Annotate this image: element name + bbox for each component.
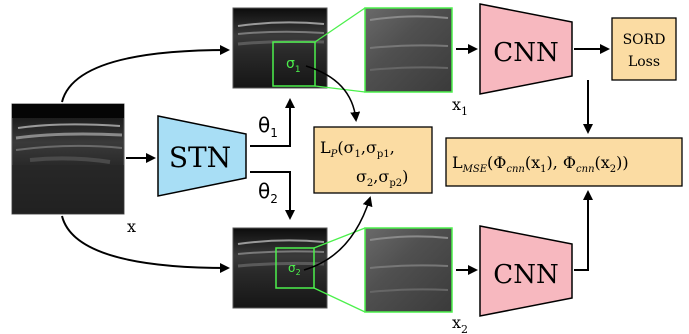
sord-line2: Loss: [628, 54, 660, 70]
arrow-sigma1-to-lp: [305, 65, 361, 122]
cnn-bottom-label: CNN: [493, 260, 558, 290]
view-x1-label: x1: [452, 95, 468, 118]
lp-line2: σ2,σp2): [356, 167, 408, 189]
top-crop-box: [272, 41, 316, 87]
input-ultrasound-image: [11, 103, 125, 215]
bottom-zoom-line-upper: [313, 227, 366, 249]
theta1-label: θ1: [258, 113, 278, 140]
bottom-zoom-line-lower: [313, 287, 366, 313]
arrow-theta2: [250, 171, 295, 220]
lmse-loss-box: LMSE(Φcnn(x1), Φcnn(x2)): [445, 137, 683, 187]
sigma1-label: σ1: [286, 56, 301, 75]
cnn-top-label: CNN: [493, 38, 558, 68]
arrow-theta1: [250, 98, 295, 147]
bottom-source-image: [232, 227, 328, 309]
top-source-image: [232, 7, 328, 89]
top-zoom-line-upper: [314, 7, 366, 43]
view-x2-label: x2: [452, 313, 468, 334]
arrow-input-to-top-crop: [61, 45, 230, 103]
bottom-crop-box: [275, 247, 315, 289]
arrow-input-to-bottom-crop: [61, 215, 230, 273]
arrow-sigma2-to-lp: [303, 196, 373, 271]
sigma2-label: σ2: [288, 261, 301, 277]
top-zoomed-crop: [364, 7, 453, 93]
bottom-zoomed-crop: [364, 227, 453, 313]
top-zoom-line-lower: [314, 85, 366, 93]
stn-label: STN: [169, 141, 231, 174]
cnn-block-bottom: CNN: [479, 225, 573, 317]
theta2-label: θ2: [258, 179, 278, 206]
sord-line1: SORD: [623, 32, 666, 48]
input-label: x: [127, 217, 136, 236]
lp-line1: LP(σ1,σp1,: [320, 138, 395, 160]
stn-block: STN: [157, 115, 247, 197]
sord-loss-box: SORD Loss: [611, 17, 677, 81]
arrow-cnn-bottom-to-lmse: [574, 190, 593, 271]
lmse-formula: LMSE(Φcnn(x1), Φcnn(x2)): [452, 153, 629, 175]
cnn-block-top: CNN: [479, 3, 573, 95]
lp-loss-box: LP(σ1,σp1, σ2,σp2): [313, 126, 433, 194]
